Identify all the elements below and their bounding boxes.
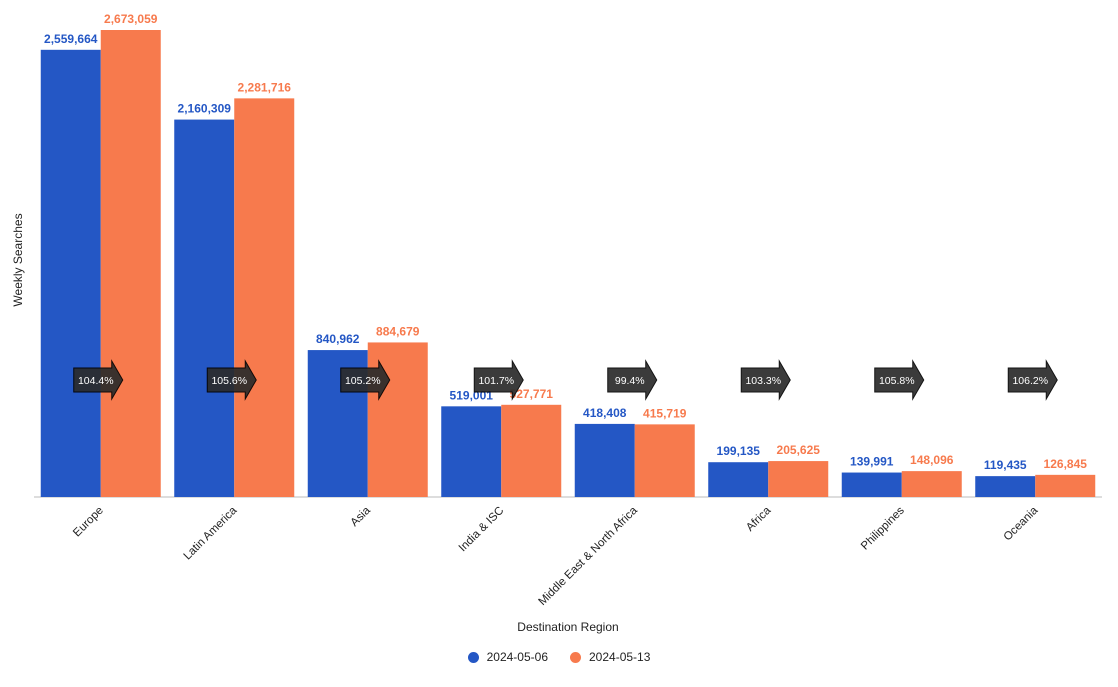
- bar-series-1[interactable]: [441, 406, 502, 497]
- bar-series-2[interactable]: [1035, 474, 1096, 497]
- data-label-series-1: 2,559,664: [44, 32, 98, 46]
- legend-label-series-2: 2024-05-13: [589, 650, 651, 664]
- x-tick-label: Oceania: [1002, 504, 1041, 543]
- bar-series-2[interactable]: [234, 98, 295, 497]
- data-label-series-1: 840,962: [316, 332, 360, 346]
- legend-item-series-1[interactable]: 2024-05-06: [467, 650, 548, 664]
- change-label: 101.7%: [478, 375, 514, 387]
- x-axis-title: Destination Region: [517, 620, 618, 634]
- data-label-series-1: 2,160,309: [178, 102, 232, 116]
- data-label-series-2: 2,673,059: [104, 12, 158, 26]
- data-label-series-1: 119,435: [984, 458, 1027, 472]
- change-label: 103.3%: [745, 375, 781, 387]
- bar-series-2[interactable]: [501, 404, 562, 497]
- legend-label-series-1: 2024-05-06: [486, 650, 548, 664]
- change-label: 106.2%: [1012, 375, 1048, 387]
- data-label-series-2: 148,096: [910, 453, 954, 467]
- change-arrow-icon: [874, 359, 925, 401]
- bar-series-1[interactable]: [841, 472, 902, 497]
- change-label: 105.2%: [345, 375, 381, 387]
- x-tick-label: Europe: [71, 505, 106, 540]
- bar-series-2[interactable]: [100, 30, 161, 497]
- data-label-series-1: 199,135: [717, 444, 761, 458]
- change-label: 105.6%: [211, 375, 247, 387]
- data-label-series-1: 418,408: [583, 406, 627, 420]
- legend-marker-series-2: [570, 651, 581, 663]
- bar-series-2[interactable]: [768, 461, 829, 497]
- data-label-series-2: 2,281,716: [238, 80, 292, 94]
- bar-series-1[interactable]: [574, 423, 635, 497]
- bar-series-1[interactable]: [40, 49, 101, 497]
- data-label-series-1: 139,991: [850, 455, 894, 469]
- x-tick-label: Philippines: [859, 504, 907, 552]
- legend-marker-series-1: [467, 651, 479, 663]
- data-label-series-2: 884,679: [376, 324, 420, 338]
- x-tick-label: Middle East & North Africa: [536, 504, 640, 608]
- change-arrow-icon: [206, 359, 257, 401]
- change-arrow-icon: [73, 359, 124, 401]
- legend-item-series-2[interactable]: 2024-05-13: [570, 650, 650, 664]
- data-label-series-2: 415,719: [643, 406, 687, 420]
- legend: 2024-05-06 2024-05-13: [0, 650, 1118, 664]
- x-tick-label: Asia: [349, 504, 374, 529]
- x-tick-label: Africa: [744, 504, 774, 534]
- bar-series-1[interactable]: [174, 119, 235, 498]
- bar-chart: Weekly Searches Destination Region 2,559,6…: [11, 12, 1102, 634]
- bar-series-2[interactable]: [367, 342, 428, 497]
- change-arrow-icon: [740, 359, 791, 401]
- bar-series-2[interactable]: [901, 471, 962, 497]
- x-tick-label: India & ISC: [457, 505, 507, 555]
- change-label: 105.8%: [879, 375, 915, 387]
- data-label-series-2: 205,625: [777, 443, 821, 457]
- x-tick-label: Latin America: [182, 504, 240, 562]
- data-label-series-2: 126,845: [1044, 457, 1088, 471]
- bar-series-1[interactable]: [708, 462, 769, 497]
- y-axis-title: Weekly Searches: [11, 213, 25, 306]
- bar-series-1[interactable]: [975, 476, 1036, 497]
- change-arrow-icon: [473, 359, 524, 401]
- change-label: 99.4%: [615, 375, 645, 387]
- change-label: 104.4%: [78, 375, 114, 387]
- data-label-series-2: 527,771: [510, 387, 554, 401]
- bar-series-2[interactable]: [634, 424, 695, 497]
- change-arrow-icon: [340, 359, 391, 401]
- change-arrow-icon: [1007, 359, 1058, 401]
- change-arrow-icon: [607, 359, 658, 401]
